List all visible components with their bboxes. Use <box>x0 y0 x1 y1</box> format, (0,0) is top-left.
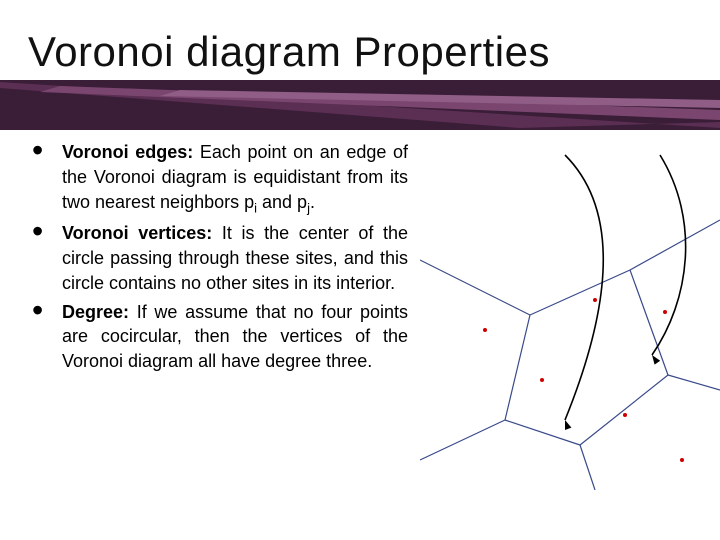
bullet-term: Degree: <box>62 302 129 322</box>
bullet-dot-icon: • <box>32 300 43 320</box>
bullet-term: Voronoi vertices: <box>62 223 212 243</box>
bullet-dot-icon: • <box>32 140 43 160</box>
bullet-dot-icon: • <box>32 221 43 241</box>
bullet-text: . <box>310 192 315 212</box>
bullet-item: • Degree: If we assume that no four poin… <box>28 300 408 374</box>
bullet-text: and p <box>257 192 307 212</box>
voronoi-diagram <box>420 150 720 490</box>
bullet-item: • Voronoi vertices: It is the center of … <box>28 221 408 295</box>
bullet-term: Voronoi edges: <box>62 142 193 162</box>
page-title: Voronoi diagram Properties <box>28 28 550 76</box>
bullet-item: • Voronoi edges: Each point on an edge o… <box>28 140 408 217</box>
bullet-list: • Voronoi edges: Each point on an edge o… <box>28 140 408 378</box>
